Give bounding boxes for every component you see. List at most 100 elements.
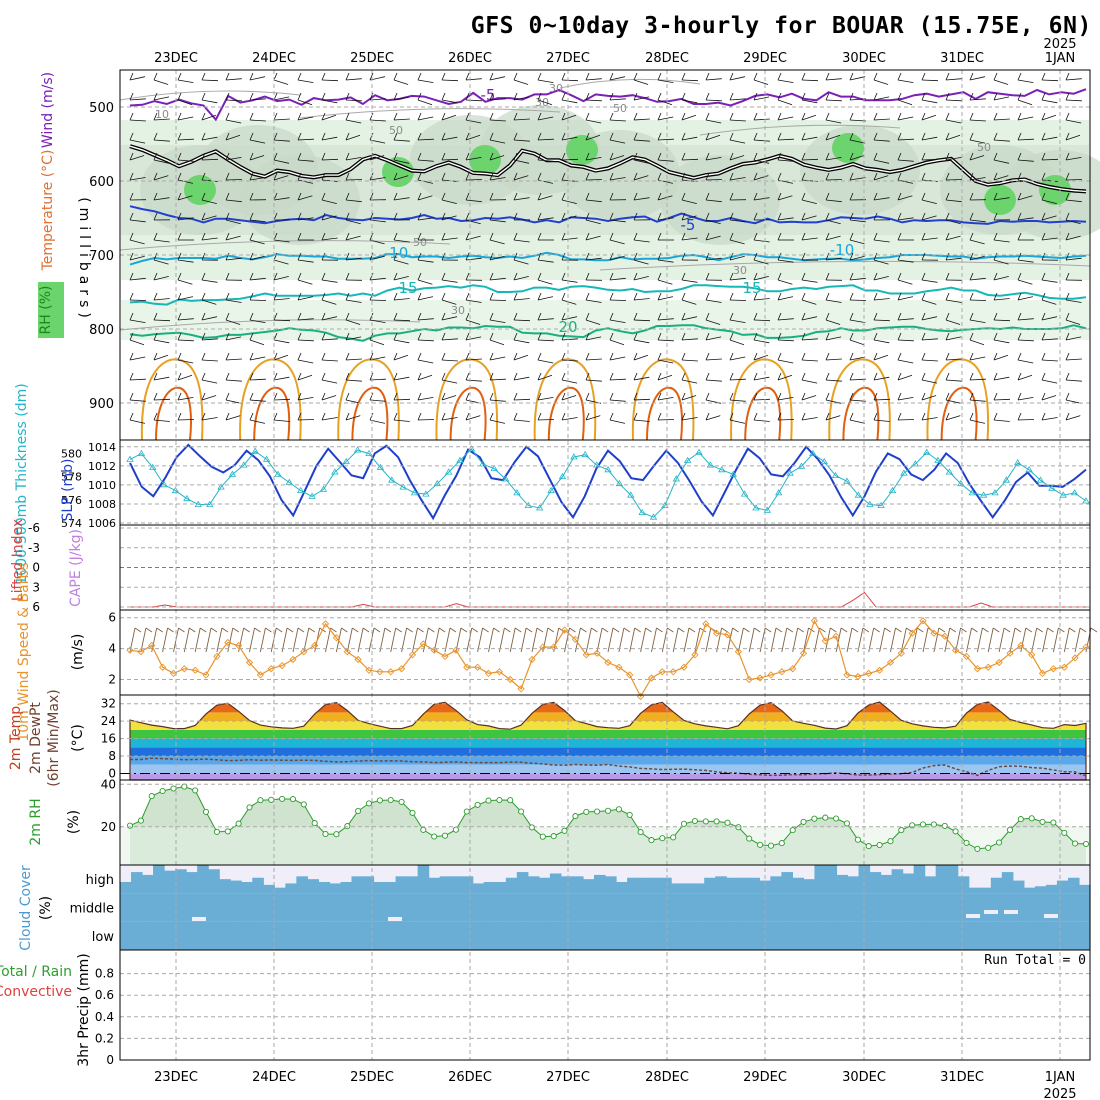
wind10m-point [1006, 649, 1014, 657]
cloud-cell-high [362, 876, 375, 894]
wind-barb [897, 397, 914, 401]
bl-contour-inner [547, 386, 585, 441]
rh2m-point [518, 808, 525, 815]
wind-barb-flag [537, 172, 542, 181]
wind-barb-flag [825, 112, 830, 121]
wind-barb-flag [1065, 152, 1070, 161]
wind-barb-flag [897, 252, 902, 261]
cloud-gap [192, 917, 206, 921]
wind-barb-flag [1041, 212, 1046, 221]
wind-barb-flag [561, 152, 566, 161]
wind-barb-flag [201, 232, 206, 241]
wind-barb-flag [777, 72, 782, 81]
dewpt2m-axis-title: 2m DewPt [28, 702, 44, 774]
wind-barb-flag [921, 72, 926, 81]
wind-barb [393, 139, 410, 142]
wind10m-barb [694, 627, 701, 653]
wind-barb [849, 239, 865, 245]
cloud-cell-low [1045, 921, 1058, 950]
wind10m-barb [292, 627, 299, 653]
cloud-cell-low [660, 921, 672, 950]
wind-barb-flag [969, 72, 974, 81]
wind-barb-flag [849, 192, 854, 201]
wind-barb [705, 199, 722, 203]
rh2m-point [1039, 818, 1046, 825]
wind-barb [705, 257, 722, 261]
rh2m-point [1028, 815, 1035, 822]
wind10m-point [745, 675, 753, 684]
wind-barb [441, 158, 459, 161]
wind10m-point [300, 648, 308, 656]
cloud-cell-high [880, 874, 893, 894]
thickness-point [399, 483, 407, 490]
cloud-level-label: middle [70, 902, 114, 917]
wind-barb-flag [705, 192, 710, 201]
wind-barb-flag [825, 372, 830, 381]
wind-barb-flag [129, 332, 134, 341]
wind10m-point [560, 626, 569, 634]
wind-barb [513, 139, 530, 142]
wind-barb [969, 277, 986, 281]
wind10m-barb [781, 627, 788, 653]
wind10m-barb [1074, 627, 1081, 653]
wind-barb-flag [633, 172, 638, 181]
wind-barb [393, 319, 411, 322]
wind-barb [1017, 296, 1033, 301]
cloud-cell-high [208, 869, 220, 894]
wind-barb [753, 197, 770, 201]
wind-barb [729, 319, 746, 323]
thickness-point [319, 485, 328, 492]
wind-barb [585, 134, 601, 141]
wind-barb [1065, 257, 1082, 261]
cloud-cell-middle [935, 893, 948, 922]
wind-barb-flag [561, 132, 566, 141]
cloud-cell-high [461, 876, 474, 894]
wind-barb [417, 279, 433, 285]
wind-barb-flag [681, 252, 686, 261]
wind-barb-flag [921, 412, 926, 421]
wind-barb [681, 417, 698, 421]
wind-barb [993, 79, 1009, 85]
wind-barb-flag [201, 132, 206, 141]
wind-barb [993, 96, 1010, 101]
wind-barb [873, 79, 889, 85]
cloud-cell-high [869, 872, 882, 894]
wind10m-barb-flag [275, 627, 283, 633]
cloud-cell-high [263, 884, 275, 894]
wind10m-barb [227, 627, 234, 653]
wind10m-barb-flag [667, 627, 674, 633]
wind-barb [273, 354, 289, 361]
wind-barb [465, 119, 482, 124]
wind10m-barb [846, 627, 853, 653]
wind10m-barb [401, 627, 408, 653]
wind-barb-flag [513, 352, 518, 361]
wind-barb [945, 235, 961, 241]
cloud-cell-high [516, 872, 529, 894]
wind-barb-flag [1017, 352, 1022, 361]
cloud-cell-high [483, 882, 496, 894]
thickness-point [570, 453, 578, 460]
wind-barb-flag [465, 392, 470, 401]
wind-barb-flag [321, 372, 326, 381]
wind10m-barb [770, 627, 777, 653]
wind-barb-flag [609, 92, 614, 101]
cloud-cell-middle [307, 893, 320, 922]
wind-barb [513, 376, 530, 381]
wind-barb [417, 339, 434, 342]
cloud-cell-low [307, 921, 320, 950]
wind-barb-flag [225, 272, 230, 281]
wind10m-point [376, 668, 384, 676]
wind-barb-flag [873, 312, 878, 321]
wind-barb-flag [297, 112, 302, 121]
wind-barb [177, 296, 193, 301]
wind-barb-flag [585, 92, 590, 101]
wind-barb-flag [201, 92, 206, 101]
wind-barb [609, 76, 626, 81]
wind-barb-flag [753, 112, 758, 121]
cloud-level-label: low [92, 930, 115, 945]
wind-barb [801, 417, 818, 421]
axis-labels: 23DEC23DEC24DEC24DEC25DEC25DEC26DEC26DEC… [28, 51, 1075, 1085]
thickness-point [592, 461, 601, 468]
wind-barb-flag [369, 212, 374, 221]
day-label-top: 26DEC [448, 51, 492, 66]
